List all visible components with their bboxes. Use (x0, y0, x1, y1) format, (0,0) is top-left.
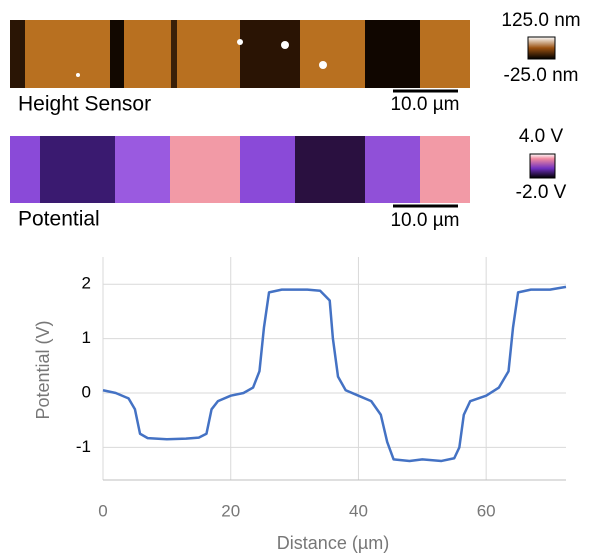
y-axis-label: Potential (V) (33, 320, 53, 419)
y-tick-label: 2 (82, 274, 91, 293)
x-axis-label: Distance (µm) (277, 533, 389, 553)
y-tick-label: 1 (82, 328, 91, 347)
colorbar-min: -25.0 nm (504, 65, 579, 86)
panel-label: Potential (18, 208, 100, 231)
panel-label: Height Sensor (18, 93, 151, 116)
y-tick-label: -1 (76, 437, 91, 456)
x-tick-label: 0 (98, 501, 107, 520)
scale-label: 10.0 µm (390, 94, 459, 115)
y-tick-label: 0 (82, 382, 91, 401)
data-line (102, 285, 567, 463)
colorbar (527, 36, 556, 60)
colorbar-max: 125.0 nm (501, 10, 580, 31)
potential-image (10, 136, 470, 203)
scale-label: 10.0 µm (390, 210, 459, 231)
x-tick-label: 20 (221, 501, 240, 520)
x-tick-label: 60 (477, 501, 496, 520)
height-image (10, 20, 470, 88)
colorbar-min: -2.0 V (516, 182, 567, 203)
colorbar (529, 153, 556, 179)
colorbar-max: 4.0 V (519, 126, 564, 147)
x-tick-label: 40 (349, 501, 368, 520)
